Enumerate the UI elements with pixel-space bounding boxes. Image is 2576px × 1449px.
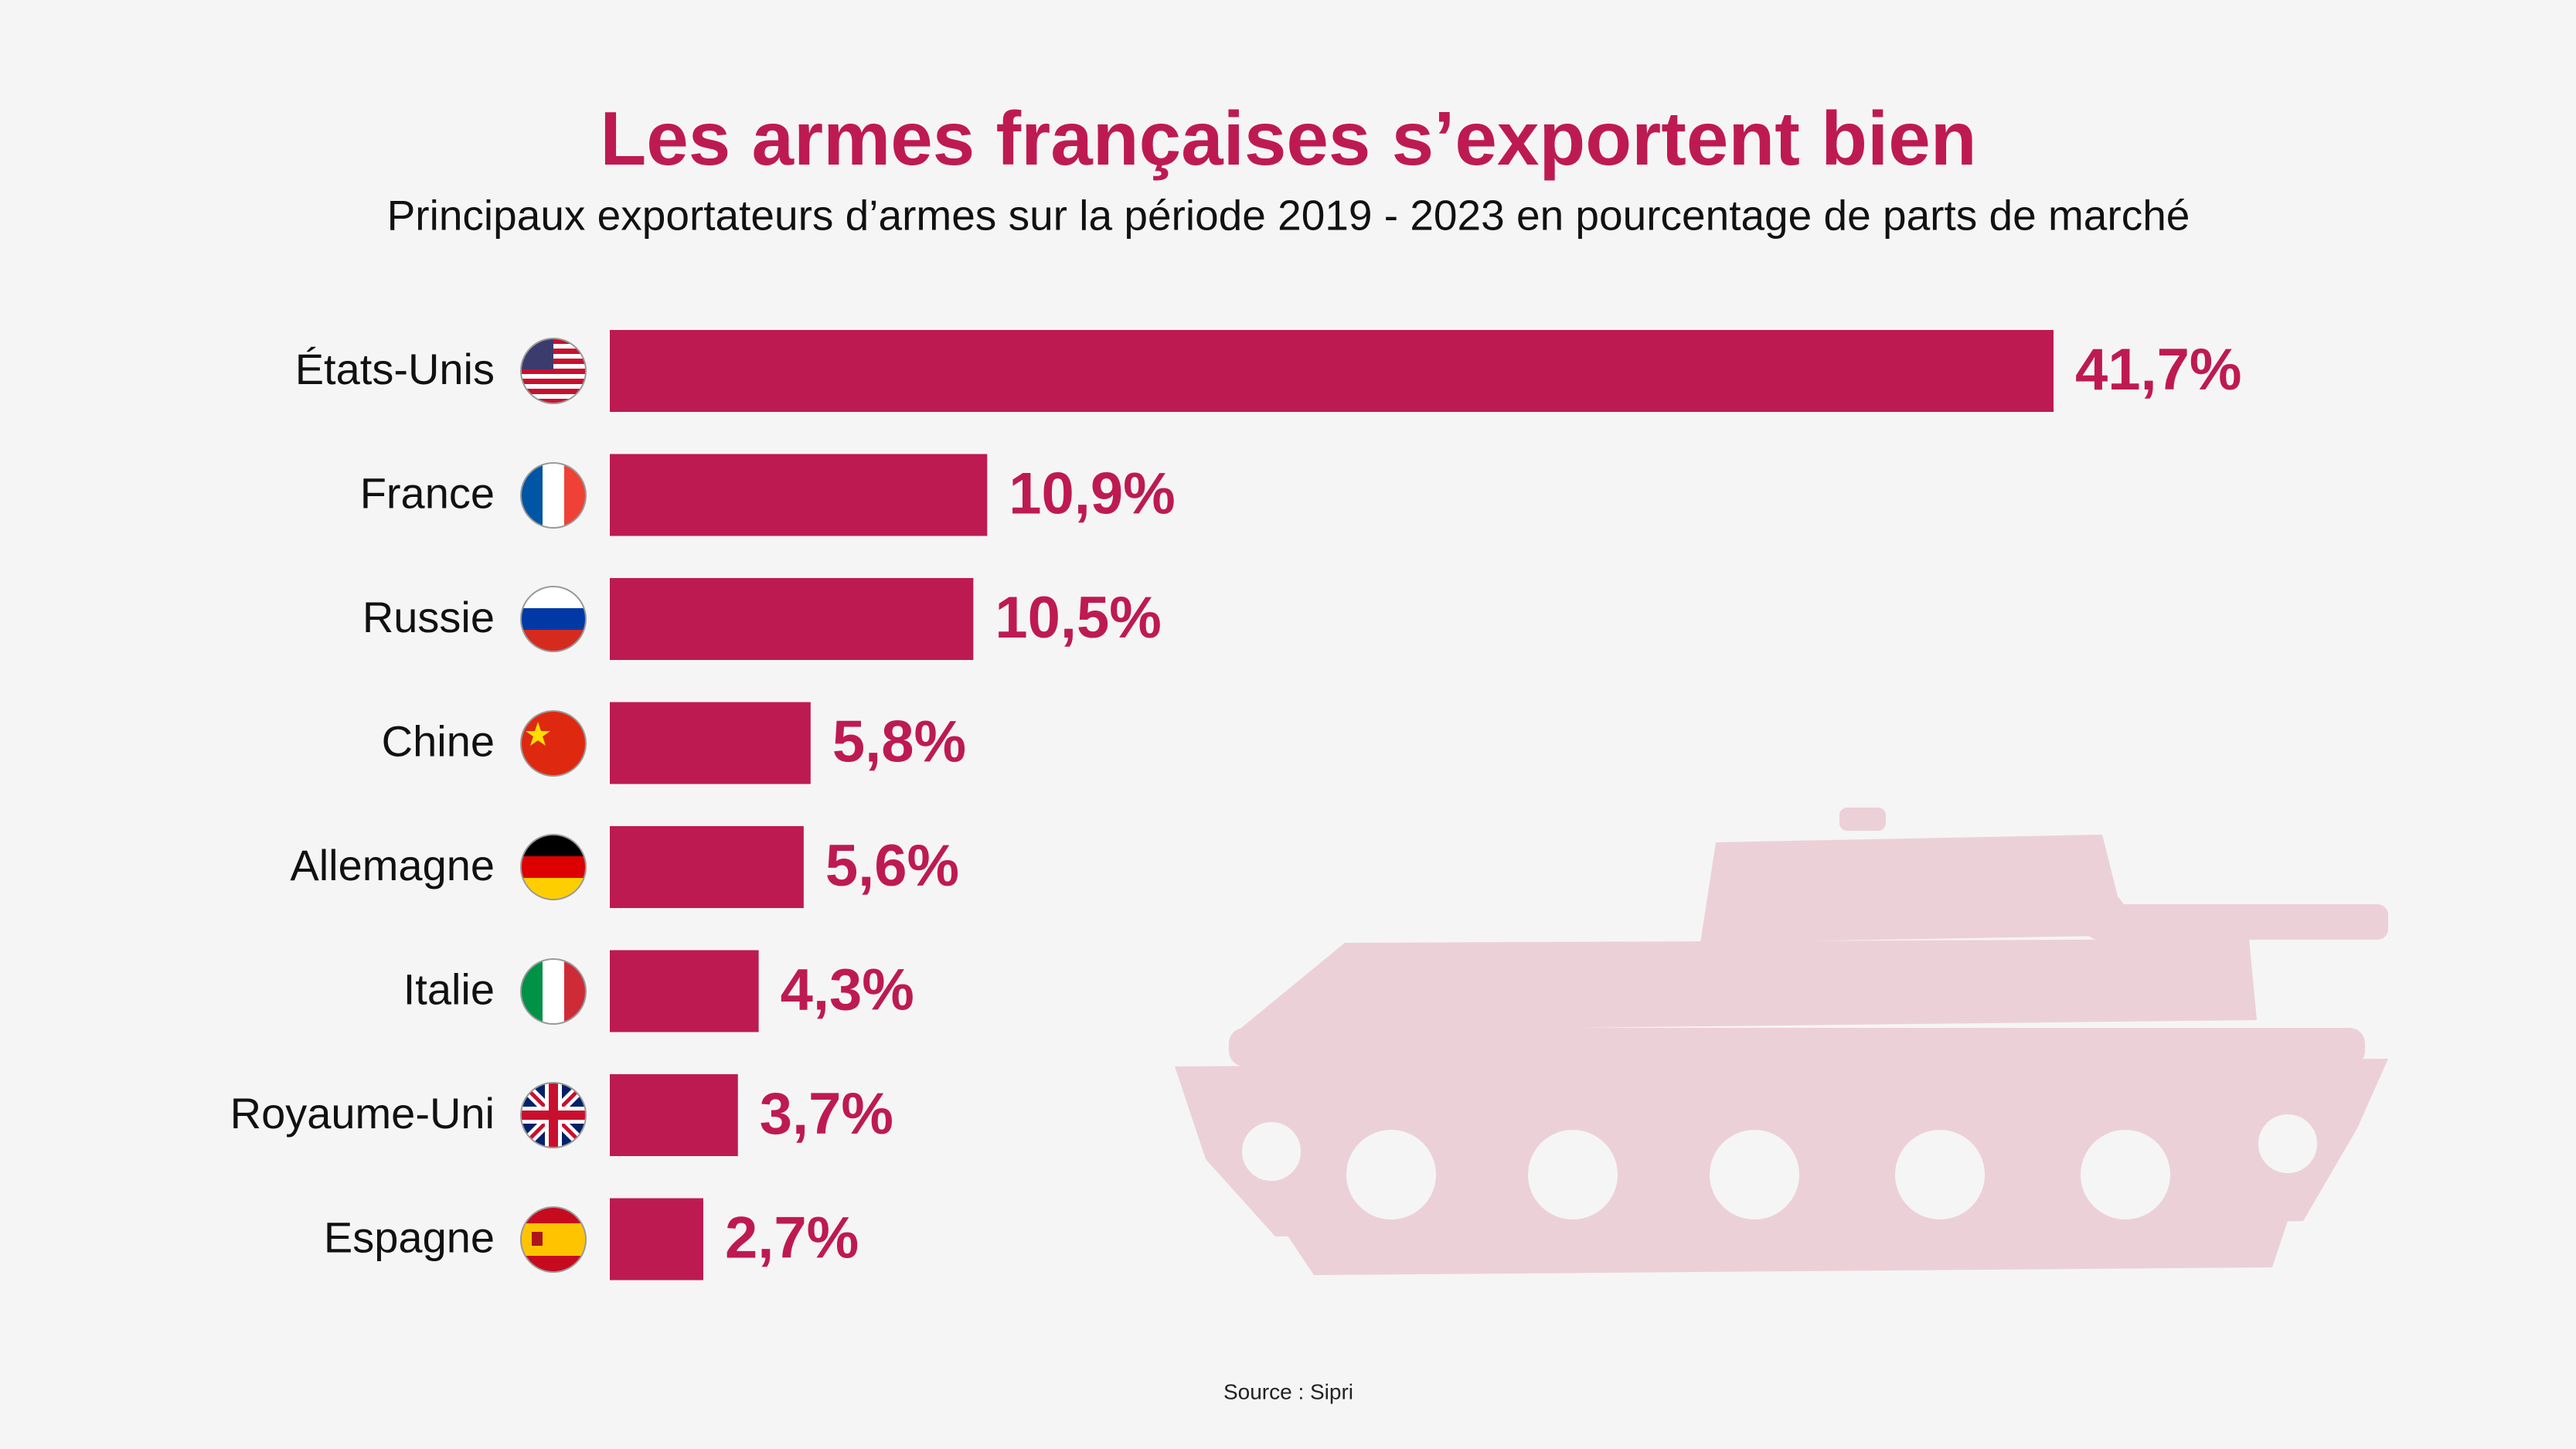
chart-subtitle: Principaux exportateurs d’armes sur la p… — [387, 192, 2190, 240]
value-label: 10,9% — [1009, 461, 1176, 527]
category-label: Allemagne — [290, 841, 495, 889]
tank-wheels — [1231, 1104, 2328, 1230]
bar — [610, 950, 759, 1032]
category-label: Chine — [382, 716, 495, 765]
value-label: 41,7% — [2075, 337, 2242, 403]
flag-us — [521, 338, 586, 403]
value-label: 5,6% — [825, 833, 959, 899]
bar — [610, 702, 811, 784]
flag-rims — [520, 338, 587, 1273]
flag-china — [521, 711, 586, 776]
bar — [610, 330, 2054, 412]
category-label: Espagne — [324, 1213, 495, 1261]
bar — [610, 454, 988, 536]
flag-uk — [521, 1083, 586, 1148]
value-label: 3,7% — [760, 1081, 893, 1147]
flag-spain — [521, 1207, 586, 1272]
bar — [610, 1074, 738, 1156]
category-label: États-Unis — [295, 345, 495, 393]
value-label: 10,5% — [995, 585, 1162, 651]
value-label: 4,3% — [781, 957, 914, 1023]
category-label: Italie — [403, 964, 495, 1013]
value-label: 2,7% — [725, 1206, 859, 1271]
bar — [610, 826, 804, 908]
category-label: Royaume-Uni — [230, 1089, 495, 1138]
category-label: Russie — [362, 593, 495, 641]
category-label: France — [360, 468, 495, 517]
chart-title: Les armes françaises s’exportent bien — [600, 96, 1976, 181]
value-label: 5,8% — [832, 709, 966, 775]
bar — [610, 1198, 703, 1281]
bar — [610, 578, 974, 660]
source-note: Source : Sipri — [1223, 1379, 1353, 1403]
